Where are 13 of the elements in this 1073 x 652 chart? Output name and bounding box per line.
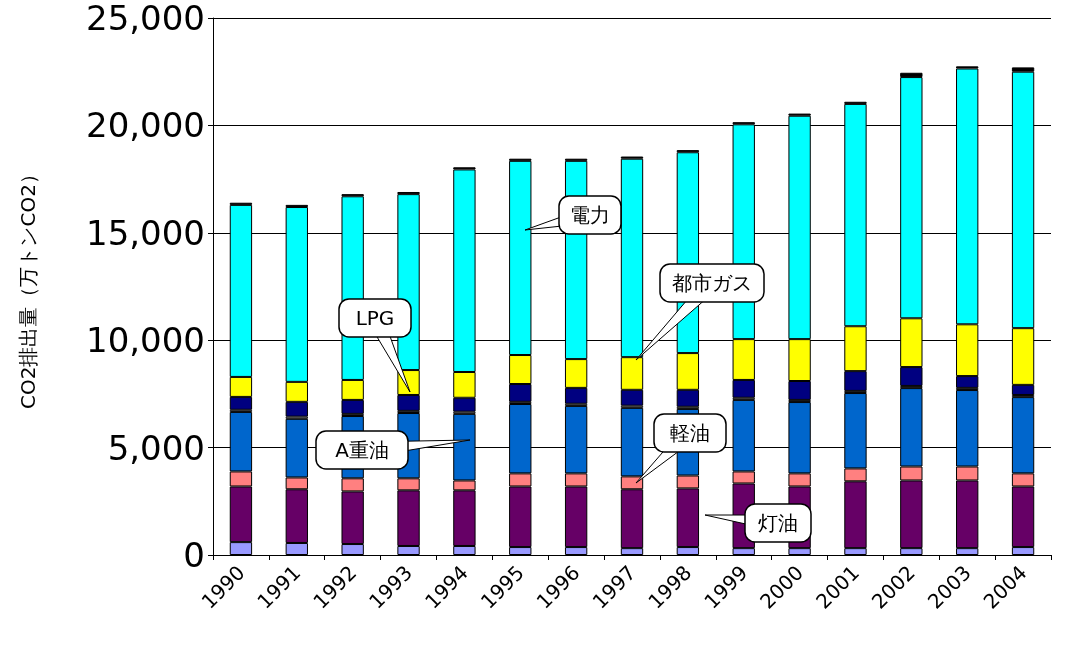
annotation: 軽油: [670, 421, 710, 445]
y-tick-label: 0: [183, 535, 205, 575]
annotation: 電力: [570, 203, 610, 227]
y-tick-label: 25,000: [86, 0, 205, 38]
annotation: LPG: [355, 306, 395, 330]
annotation: 灯油: [758, 511, 798, 535]
y-tick-label: 20,000: [86, 105, 205, 146]
y-tick-label: 5,000: [107, 427, 205, 468]
annotation: 都市ガス: [672, 271, 752, 295]
y-axis-title: CO2排出量（万トンCO2）: [16, 164, 40, 409]
y-tick-label: 10,000: [86, 320, 205, 361]
y-tick-label: 15,000: [86, 212, 205, 253]
annotation: A重油: [335, 438, 389, 462]
